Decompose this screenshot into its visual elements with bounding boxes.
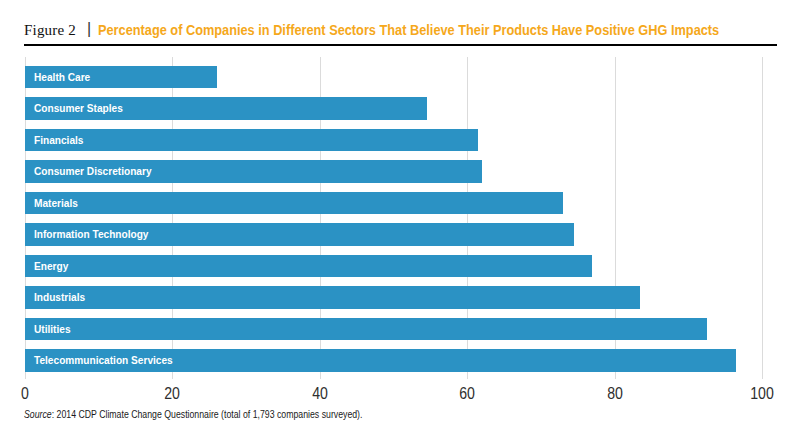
bar-row: Health Care xyxy=(25,57,762,89)
bar-label: Consumer Staples xyxy=(34,102,123,114)
bar-label: Utilities xyxy=(34,323,71,335)
bar-label: Materials xyxy=(34,197,78,209)
source-text: : 2014 CDP Climate Change Questionnaire … xyxy=(52,408,363,420)
x-tick-label: 60 xyxy=(459,384,475,404)
bar-row: Telecommunication Services xyxy=(25,341,762,373)
bar-consumer-staples: Consumer Staples xyxy=(25,97,427,120)
bar-row: Consumer Staples xyxy=(25,89,762,121)
bar-row: Energy xyxy=(25,246,762,278)
bar-utilities: Utilities xyxy=(25,318,707,341)
gridline xyxy=(762,57,763,379)
bar-row: Financials xyxy=(25,120,762,152)
x-tick-label: 100 xyxy=(750,384,774,404)
bar-materials: Materials xyxy=(25,192,563,215)
x-axis: 020406080100 xyxy=(25,384,762,404)
source-prefix: Source xyxy=(24,408,52,420)
figure-separator: | xyxy=(87,20,91,38)
bar-row: Utilities xyxy=(25,309,762,341)
bar-row: Information Technology xyxy=(25,215,762,247)
figure-label: Figure 2 xyxy=(24,22,76,39)
bar-label: Financials xyxy=(34,134,84,146)
bar-consumer-discretionary: Consumer Discretionary xyxy=(25,160,482,183)
x-tick-label: 80 xyxy=(607,384,623,404)
x-tick-label: 0 xyxy=(21,384,29,404)
x-tick-label: 40 xyxy=(312,384,328,404)
bar-industrials: Industrials xyxy=(25,286,640,309)
x-tick-label: 20 xyxy=(165,384,181,404)
bar-health-care: Health Care xyxy=(25,66,217,89)
bar-label: Health Care xyxy=(34,71,90,83)
source-note: Source: 2014 CDP Climate Change Question… xyxy=(24,408,362,420)
bar-label: Industrials xyxy=(34,291,85,303)
bar-telecommunication-services: Telecommunication Services xyxy=(25,349,736,372)
plot-area: Health Care Consumer Staples Financials Con… xyxy=(25,57,762,379)
bar-energy: Energy xyxy=(25,255,592,278)
bar-label: Energy xyxy=(34,260,68,272)
bar-label: Information Technology xyxy=(34,228,149,240)
bar-information-technology: Information Technology xyxy=(25,223,574,246)
header-rule xyxy=(24,44,777,46)
figure-header: Figure 2 | Percentage of Companies in Di… xyxy=(24,14,777,46)
bar-row: Consumer Discretionary xyxy=(25,152,762,184)
bar-label: Consumer Discretionary xyxy=(34,165,152,177)
bar-financials: Financials xyxy=(25,129,478,152)
bar-row: Industrials xyxy=(25,278,762,310)
chart-title: Percentage of Companies in Different Sec… xyxy=(98,22,719,38)
bar-label: Telecommunication Services xyxy=(34,354,173,366)
bar-row: Materials xyxy=(25,183,762,215)
